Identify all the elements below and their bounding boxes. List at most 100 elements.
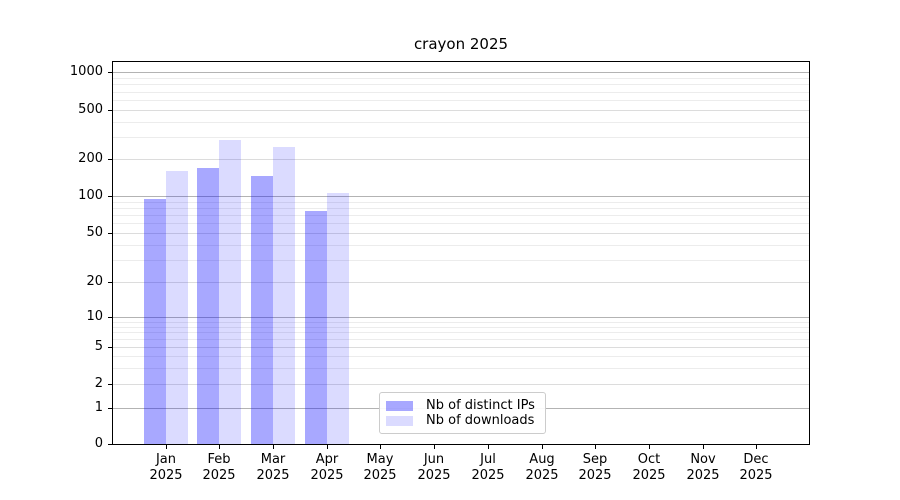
x-tick-mark-nov: [703, 445, 704, 449]
x-tick-month: Jan: [155, 452, 177, 467]
y-tick-mark-50: [108, 233, 112, 234]
y-gridline-7: [113, 332, 809, 334]
x-tick-month: Jun: [423, 452, 445, 467]
y-tick-label-20: 20: [86, 274, 103, 289]
y-gridline-2: [113, 384, 809, 385]
y-tick-mark-1: [108, 408, 112, 409]
y-tick-mark-100: [108, 196, 112, 197]
x-tick-month: Dec: [743, 452, 769, 467]
y-tick-mark-2: [108, 384, 112, 385]
y-gridline-800: [113, 84, 809, 86]
y-gridline-1000: [113, 72, 809, 73]
x-tick-label-dec: Dec 2025: [726, 452, 786, 484]
y-gridline-40: [113, 244, 809, 246]
y-tick-mark-500: [108, 110, 112, 111]
y-gridline-700: [113, 91, 809, 93]
bar-mar-distinct-ips: [251, 175, 274, 444]
x-tick-year: 2025: [149, 468, 183, 483]
y-gridline-20: [113, 282, 809, 283]
y-tick-mark-0: [108, 444, 112, 445]
x-tick-month: Oct: [637, 452, 661, 467]
x-tick-mark-apr: [327, 445, 328, 449]
y-tick-label-0: 0: [94, 436, 103, 451]
y-gridline-10: [113, 317, 809, 318]
y-gridline-6: [113, 339, 809, 341]
x-tick-year: 2025: [686, 468, 720, 483]
x-tick-month: Apr: [315, 452, 339, 467]
y-gridline-200: [113, 159, 809, 160]
y-tick-mark-20: [108, 282, 112, 283]
x-tick-label-jun: Jun 2025: [404, 452, 464, 484]
y-gridline-8: [113, 326, 809, 328]
y-gridline-9: [113, 321, 809, 323]
bar-apr-distinct-ips: [304, 210, 327, 444]
legend-item-downloads: Nb of downloads: [386, 413, 537, 428]
x-tick-label-mar: Mar 2025: [243, 452, 303, 484]
bar-feb-downloads: [219, 140, 242, 444]
y-tick-label-50: 50: [86, 225, 103, 240]
y-tick-label-500: 500: [78, 102, 103, 117]
x-tick-year: 2025: [310, 468, 344, 483]
y-gridline-30: [113, 260, 809, 262]
x-tick-year: 2025: [578, 468, 612, 483]
x-tick-mark-may: [380, 445, 381, 449]
y-tick-mark-200: [108, 159, 112, 160]
x-tick-month: Jul: [480, 452, 496, 467]
x-tick-month: May: [366, 452, 394, 467]
y-tick-label-10: 10: [86, 309, 103, 324]
x-tick-year: 2025: [363, 468, 397, 483]
y-tick-mark-1000: [108, 72, 112, 73]
y-gridline-70: [113, 215, 809, 217]
y-tick-label-2: 2: [94, 376, 103, 391]
legend-swatch-distinct-ips: [386, 400, 413, 411]
x-tick-label-sep: Sep 2025: [565, 452, 625, 484]
y-tick-mark-10: [108, 317, 112, 318]
x-tick-mark-mar: [273, 445, 274, 449]
y-tick-label-1000: 1000: [69, 64, 103, 79]
x-tick-month: Nov: [690, 452, 716, 467]
y-tick-label-1: 1: [94, 400, 103, 415]
x-tick-label-jul: Jul 2025: [458, 452, 518, 484]
x-tick-label-oct: Oct 2025: [619, 452, 679, 484]
bar-jan-downloads: [165, 170, 188, 444]
y-gridline-900: [113, 77, 809, 79]
x-tick-label-nov: Nov 2025: [673, 452, 733, 484]
y-tick-label-200: 200: [78, 151, 103, 166]
x-tick-label-apr: Apr 2025: [297, 452, 357, 484]
x-tick-year: 2025: [471, 468, 505, 483]
y-gridline-3: [113, 367, 809, 369]
y-gridline-100: [113, 196, 809, 197]
x-tick-label-feb: Feb 2025: [189, 452, 249, 484]
x-tick-mark-aug: [542, 445, 543, 449]
x-tick-mark-oct: [649, 445, 650, 449]
y-gridline-5: [113, 347, 809, 348]
x-tick-label-jan: Jan 2025: [136, 452, 196, 484]
x-tick-month: Sep: [582, 452, 608, 467]
bar-feb-distinct-ips: [197, 167, 220, 444]
x-tick-year: 2025: [525, 468, 559, 483]
x-tick-mark-feb: [219, 445, 220, 449]
chart-title: crayon 2025: [413, 35, 509, 53]
y-gridline-400: [113, 121, 809, 123]
x-tick-month: Aug: [529, 452, 555, 467]
y-tick-label-100: 100: [78, 188, 103, 203]
plot-area: [112, 61, 810, 445]
y-tick-label-5: 5: [94, 339, 103, 354]
x-tick-year: 2025: [417, 468, 451, 483]
x-tick-year: 2025: [632, 468, 666, 483]
x-tick-month: Mar: [260, 452, 286, 467]
x-tick-mark-jul: [488, 445, 489, 449]
y-gridline-4: [113, 356, 809, 357]
x-tick-label-may: May 2025: [350, 452, 410, 484]
y-tick-mark-5: [108, 347, 112, 348]
bar-mar-downloads: [273, 147, 296, 444]
y-gridline-500: [113, 110, 809, 111]
x-tick-mark-dec: [756, 445, 757, 449]
x-tick-year: 2025: [739, 468, 773, 483]
y-gridline-600: [113, 100, 809, 101]
y-gridline-80: [113, 207, 809, 209]
x-tick-month: Feb: [207, 452, 231, 467]
x-tick-year: 2025: [256, 468, 290, 483]
x-tick-mark-jan: [166, 445, 167, 449]
bar-jan-distinct-ips: [143, 199, 166, 444]
